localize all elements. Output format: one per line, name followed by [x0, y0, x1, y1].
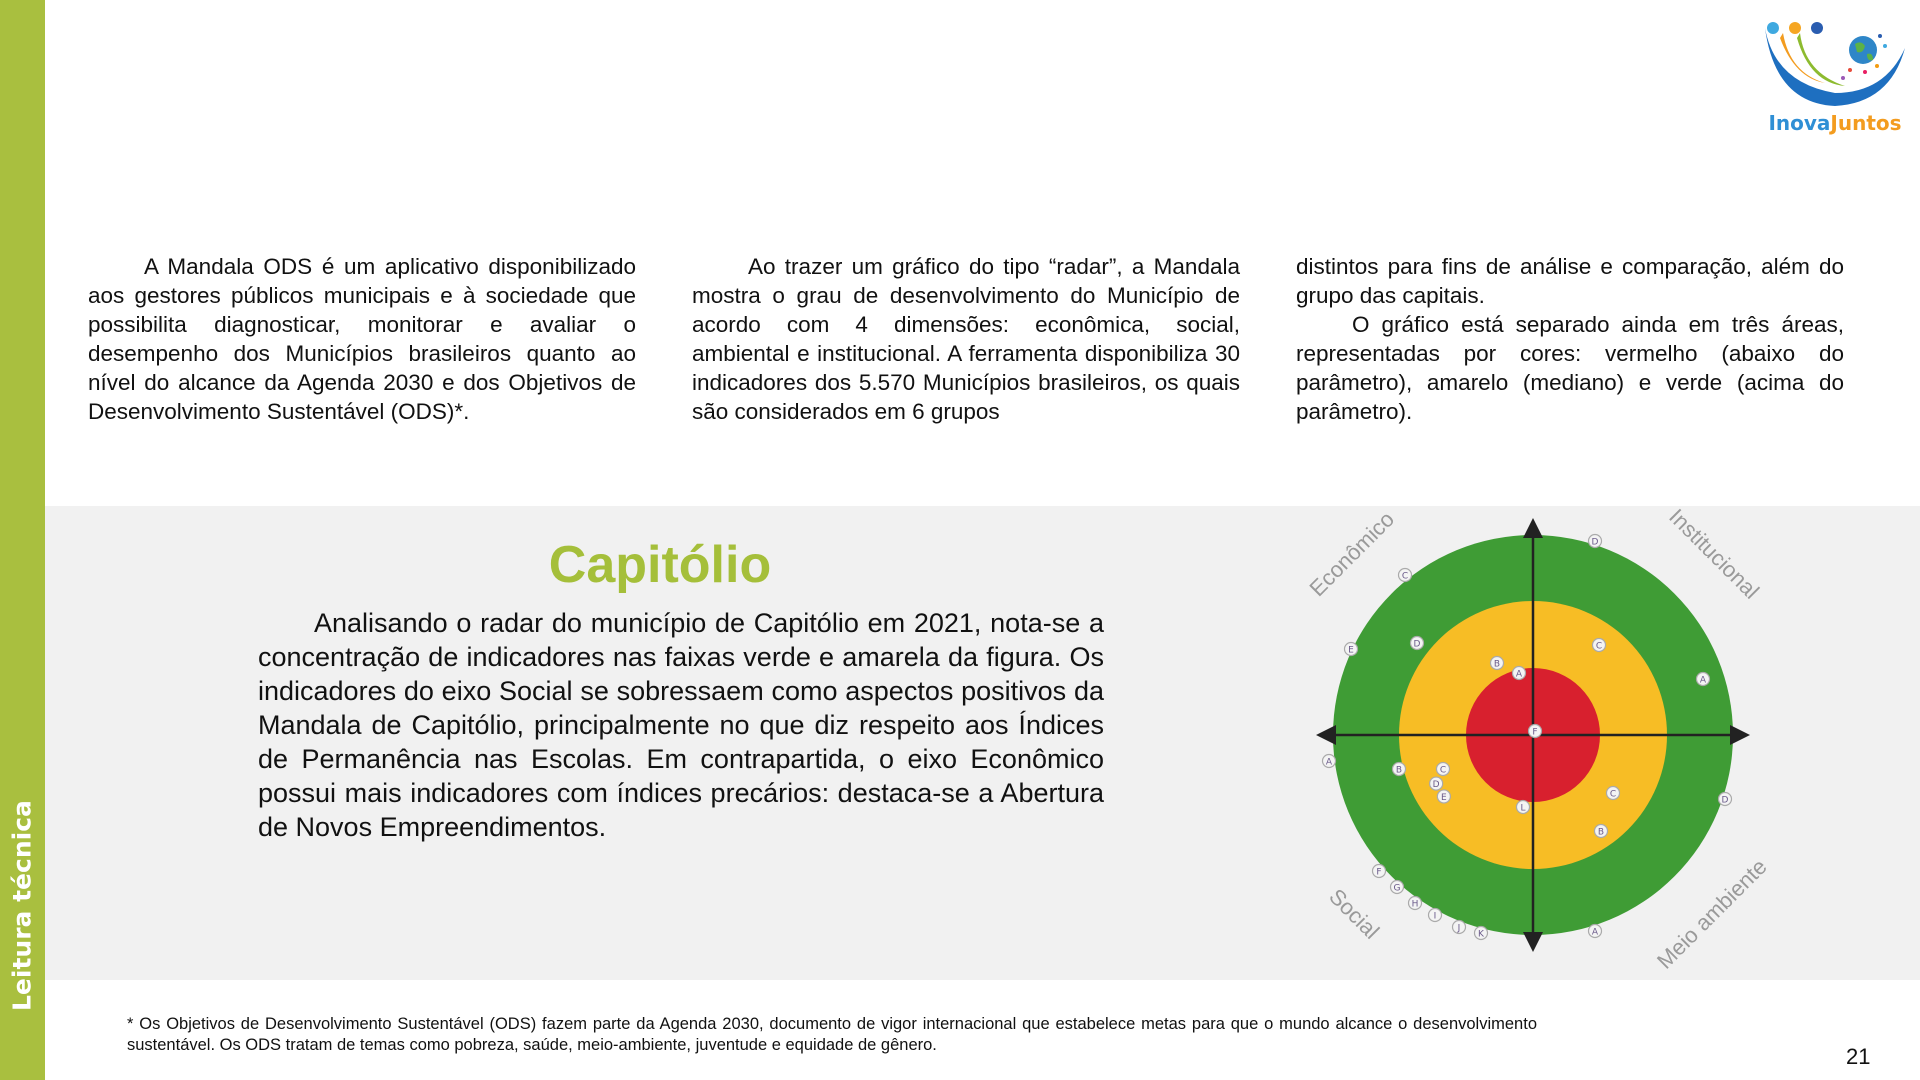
- indicator-label: C: [1610, 790, 1616, 800]
- indicator-point[interactable]: B: [1391, 761, 1407, 777]
- indicator-label: F: [1532, 728, 1537, 738]
- indicator-marker[interactable]: [1321, 753, 1337, 769]
- indicator-label: D: [1722, 796, 1729, 806]
- indicator-marker[interactable]: [1371, 863, 1387, 879]
- indicator-label: A: [1592, 928, 1599, 938]
- indicator-label: E: [1441, 793, 1447, 803]
- inovajuntos-logo: InovaJuntos: [1765, 22, 1905, 135]
- quadrant-label: Econômico: [1304, 506, 1399, 601]
- indicator-marker[interactable]: [1409, 635, 1425, 651]
- indicator-label: D: [1592, 538, 1599, 548]
- indicator-label: B: [1396, 766, 1402, 776]
- indicator-marker[interactable]: [1527, 723, 1543, 739]
- indicator-point[interactable]: D: [1429, 776, 1444, 791]
- indicator-marker[interactable]: [1515, 799, 1531, 815]
- indicator-marker[interactable]: [1343, 641, 1359, 657]
- indicator-point[interactable]: B: [1489, 655, 1505, 671]
- intro-paragraph-2: Ao trazer um gráfico do tipo “radar”, a …: [692, 254, 1240, 424]
- intro-column-3: distintos para fins de análise e compara…: [1296, 252, 1844, 426]
- section-paragraph: Analisando o radar do município de Capit…: [258, 608, 1104, 842]
- indicator-point[interactable]: F: [1527, 723, 1543, 739]
- indicator-marker[interactable]: [1429, 776, 1444, 791]
- indicator-label: A: [1516, 670, 1523, 680]
- indicator-marker[interactable]: [1511, 665, 1527, 681]
- indicator-label: J: [1457, 924, 1461, 934]
- indicator-label: E: [1348, 646, 1354, 656]
- indicator-point[interactable]: C: [1605, 785, 1621, 801]
- indicator-marker[interactable]: [1587, 533, 1603, 549]
- indicator-point[interactable]: D: [1587, 533, 1603, 549]
- indicator-point[interactable]: D: [1717, 791, 1733, 807]
- indicator-marker[interactable]: [1435, 761, 1451, 777]
- indicator-point[interactable]: C: [1397, 567, 1413, 583]
- section-title: Capitólio: [548, 536, 772, 594]
- footnote: * Os Objetivos de Desenvolvimento Susten…: [127, 1015, 1537, 1054]
- indicator-label: D: [1414, 640, 1421, 650]
- indicator-point[interactable]: K: [1473, 925, 1489, 941]
- indicator-marker[interactable]: [1591, 637, 1607, 653]
- indicator-label: F: [1376, 868, 1381, 878]
- indicator-point[interactable]: C: [1591, 637, 1607, 653]
- indicator-point[interactable]: D: [1409, 635, 1425, 651]
- indicator-point[interactable]: C: [1435, 761, 1451, 777]
- indicator-marker[interactable]: [1489, 655, 1505, 671]
- logo-figure-green: [1797, 33, 1845, 86]
- indicator-point[interactable]: A: [1695, 671, 1711, 687]
- indicator-label: D: [1433, 780, 1440, 790]
- indicator-point[interactable]: A: [1587, 923, 1603, 939]
- indicator-marker[interactable]: [1695, 671, 1711, 687]
- indicator-marker[interactable]: [1397, 567, 1413, 583]
- quadrant-label: Social: [1324, 884, 1384, 944]
- indicator-marker[interactable]: [1389, 879, 1405, 895]
- indicator-label: B: [1598, 828, 1604, 838]
- indicator-marker[interactable]: [1605, 785, 1621, 801]
- indicator-point[interactable]: E: [1436, 789, 1451, 804]
- indicator-point[interactable]: J: [1451, 919, 1467, 935]
- indicator-marker[interactable]: [1427, 907, 1443, 923]
- indicator-label: L: [1520, 804, 1525, 814]
- intro-column-2: Ao trazer um gráfico do tipo “radar”, a …: [692, 252, 1240, 426]
- indicator-marker[interactable]: [1391, 761, 1407, 777]
- indicator-point[interactable]: G: [1389, 879, 1405, 895]
- indicator-marker[interactable]: [1717, 791, 1733, 807]
- indicator-marker[interactable]: [1407, 895, 1423, 911]
- indicator-label: A: [1326, 758, 1333, 768]
- indicator-marker[interactable]: [1587, 923, 1603, 939]
- indicator-label: G: [1394, 884, 1401, 894]
- indicator-label: C: [1596, 642, 1602, 652]
- sidebar-label: Leitura técnica: [7, 800, 37, 1011]
- indicator-label: I: [1434, 912, 1437, 922]
- intro-paragraph-2-cont: distintos para fins de análise e compara…: [1296, 254, 1844, 308]
- indicator-point[interactable]: E: [1343, 641, 1359, 657]
- indicator-point[interactable]: I: [1427, 907, 1443, 923]
- indicator-label: H: [1412, 900, 1419, 910]
- intro-paragraph-1: A Mandala ODS é um aplicativo disponibil…: [88, 254, 636, 424]
- indicator-label: C: [1440, 766, 1446, 776]
- indicator-label: K: [1478, 930, 1485, 940]
- indicator-marker[interactable]: [1473, 925, 1489, 941]
- indicator-point[interactable]: B: [1593, 823, 1609, 839]
- indicator-point[interactable]: L: [1515, 799, 1531, 815]
- quadrant-label: Institucional: [1664, 504, 1764, 604]
- indicator-point[interactable]: A: [1511, 665, 1527, 681]
- indicator-point[interactable]: A: [1321, 753, 1337, 769]
- indicator-point[interactable]: F: [1371, 863, 1387, 879]
- indicator-point[interactable]: H: [1407, 895, 1423, 911]
- sidebar-band: Leitura técnica: [0, 0, 45, 1080]
- svg-text:InovaJuntos: InovaJuntos: [1768, 111, 1901, 135]
- page-number: 21: [1846, 1044, 1871, 1069]
- indicator-label: C: [1402, 572, 1408, 582]
- intro-paragraph-3: O gráfico está separado ainda em três ár…: [1296, 312, 1844, 424]
- logo-swoosh-blue: [1765, 28, 1905, 106]
- indicator-marker[interactable]: [1593, 823, 1609, 839]
- indicator-marker[interactable]: [1451, 919, 1467, 935]
- intro-column-1: A Mandala ODS é um aplicativo disponibil…: [88, 252, 636, 426]
- indicator-label: B: [1494, 660, 1500, 670]
- indicator-label: A: [1700, 676, 1707, 686]
- indicator-marker[interactable]: [1436, 789, 1451, 804]
